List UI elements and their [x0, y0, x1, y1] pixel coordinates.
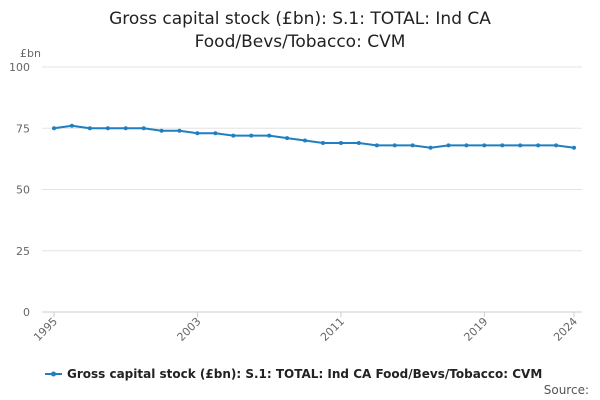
data-point[interactable]: [231, 133, 236, 138]
data-point[interactable]: [249, 133, 254, 138]
data-point[interactable]: [500, 143, 505, 148]
x-tick-label: 2003: [175, 315, 204, 344]
data-point[interactable]: [267, 133, 272, 138]
y-tick-label: 100: [9, 61, 30, 74]
legend-label: Gross capital stock (£bn): S.1: TOTAL: I…: [67, 367, 542, 381]
y-axis-unit-label: £bn: [20, 47, 41, 60]
data-point[interactable]: [321, 141, 325, 145]
y-axis-ticks: 0 25 50 75 100: [9, 61, 30, 319]
y-tick-label: 50: [16, 184, 30, 197]
data-point[interactable]: [195, 131, 200, 136]
data-point[interactable]: [159, 128, 164, 133]
data-point[interactable]: [482, 143, 487, 148]
gridlines: [42, 66, 582, 252]
data-point[interactable]: [428, 145, 433, 150]
chart-title-line-2: Food/Bevs/Tobacco: CVM: [195, 32, 406, 52]
data-point[interactable]: [374, 143, 379, 148]
x-tick-label: 1995: [31, 315, 60, 344]
data-point[interactable]: [410, 143, 415, 148]
data-point[interactable]: [356, 141, 361, 145]
x-tick-label: 2024: [551, 315, 580, 344]
legend-point-marker: [51, 371, 56, 377]
data-point[interactable]: [105, 126, 110, 131]
data-point[interactable]: [518, 143, 523, 148]
data-point[interactable]: [554, 143, 559, 148]
data-point[interactable]: [338, 141, 343, 145]
data-point[interactable]: [572, 145, 576, 150]
source-label: Source:: [544, 383, 589, 397]
data-point[interactable]: [123, 126, 128, 131]
data-point[interactable]: [213, 131, 218, 136]
y-tick-label: 25: [16, 245, 30, 258]
series-group: [52, 123, 576, 150]
data-point[interactable]: [536, 143, 541, 148]
data-point[interactable]: [392, 143, 397, 148]
y-tick-label: 0: [23, 306, 30, 319]
x-axis-ticks: 1995 2003 2011 2019 2024: [31, 312, 580, 344]
data-point[interactable]: [446, 143, 451, 148]
chart-title-line-1: Gross capital stock (£bn): S.1: TOTAL: I…: [109, 9, 491, 29]
x-tick-label: 2011: [318, 315, 347, 344]
data-point[interactable]: [303, 138, 307, 143]
series-line: [53, 124, 575, 149]
x-tick-label: 2019: [461, 315, 490, 344]
data-point[interactable]: [464, 143, 469, 148]
data-point[interactable]: [177, 128, 182, 133]
data-point[interactable]: [52, 126, 56, 131]
legend: Gross capital stock (£bn): S.1: TOTAL: I…: [45, 367, 542, 381]
data-point[interactable]: [87, 126, 92, 131]
data-point[interactable]: [141, 126, 146, 131]
y-tick-label: 75: [16, 122, 30, 135]
data-point[interactable]: [285, 136, 290, 141]
data-point[interactable]: [69, 123, 74, 128]
